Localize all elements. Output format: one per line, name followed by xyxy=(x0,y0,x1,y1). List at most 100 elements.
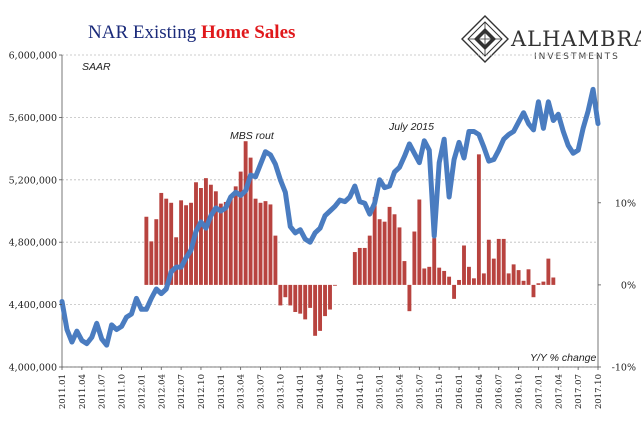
x-tick-label: 2014.01 xyxy=(296,374,306,409)
line-series xyxy=(59,86,601,348)
x-tick-label: 2013.07 xyxy=(257,374,267,409)
left-tick-label: 6,000,000 xyxy=(9,51,57,62)
bar xyxy=(531,284,536,298)
x-axis-ticks: 2011.01 2011.04 2011.07 2011.10 2012.01 2012.… xyxy=(58,367,604,409)
bar xyxy=(278,284,283,306)
x-tick-label: 2011.10 xyxy=(118,374,128,409)
bar xyxy=(164,198,169,285)
bar xyxy=(387,206,392,285)
x-tick-label: 2015.10 xyxy=(435,374,445,409)
x-tick-label: 2014.04 xyxy=(316,374,326,409)
bar xyxy=(362,247,367,285)
bar xyxy=(447,276,452,285)
bar xyxy=(149,241,154,285)
right-tick-label: 0% xyxy=(621,280,636,291)
bar xyxy=(238,171,243,285)
bar xyxy=(407,284,412,312)
bar xyxy=(427,266,432,285)
bar xyxy=(328,284,332,310)
bar xyxy=(174,237,179,285)
bar xyxy=(273,235,278,285)
bar xyxy=(551,277,556,285)
x-tick-label: 2015.07 xyxy=(415,374,425,409)
bar xyxy=(367,235,372,285)
bar xyxy=(467,266,471,285)
title-part-1: NAR Existing xyxy=(88,22,201,43)
bar xyxy=(184,205,189,285)
bar xyxy=(357,247,362,285)
bar xyxy=(402,261,407,285)
bar xyxy=(491,258,496,285)
bar xyxy=(293,284,298,312)
bar xyxy=(258,202,263,285)
bar xyxy=(218,203,223,285)
x-tick-label: 2013.10 xyxy=(276,374,286,409)
bar xyxy=(521,280,526,285)
x-tick-label: 2012.07 xyxy=(177,374,187,409)
bar xyxy=(496,238,501,285)
yy-change-label: Y/Y % change xyxy=(530,352,597,364)
brand-subtitle: INVESTMENTS xyxy=(534,52,620,62)
bar xyxy=(481,273,486,285)
x-tick-label: 2016.04 xyxy=(475,374,485,409)
bar xyxy=(372,197,377,285)
bar xyxy=(442,270,447,285)
bar xyxy=(154,219,159,285)
bar xyxy=(318,284,323,331)
bar xyxy=(432,238,437,285)
right-axis-ticks: -10% 0% 10% xyxy=(598,198,636,374)
bar xyxy=(526,269,531,285)
mbs-rout-annotation: MBS rout xyxy=(230,130,275,142)
x-tick-label: 2011.01 xyxy=(58,374,68,409)
bar xyxy=(228,198,233,285)
x-tick-label: 2013.01 xyxy=(217,374,227,409)
bar xyxy=(506,273,511,285)
bar xyxy=(169,202,174,285)
sales-line xyxy=(59,86,601,348)
bar xyxy=(223,201,228,285)
x-tick-label: 2017.04 xyxy=(554,374,564,409)
bar xyxy=(476,154,481,285)
x-tick-label: 2012.10 xyxy=(197,374,207,409)
bar xyxy=(283,284,288,298)
x-tick-label: 2011.04 xyxy=(78,374,88,409)
left-axis-ticks: 4,000,000 4,400,000 4,800,000 5,200,000 5,60… xyxy=(9,51,62,374)
x-tick-label: 2016.10 xyxy=(515,374,525,409)
brand-logo: ALHAMBRA INVESTMENTS xyxy=(461,15,641,63)
bar xyxy=(208,184,213,285)
bar xyxy=(333,284,337,286)
svg-text:NAR Existing Home Sales: NAR Existing Home Sales xyxy=(88,22,295,43)
x-tick-label: 2012.04 xyxy=(157,374,167,409)
bar xyxy=(303,284,308,320)
bar xyxy=(462,245,466,285)
brand-name: ALHAMBRA xyxy=(510,27,641,51)
bar xyxy=(511,264,516,285)
right-tick-label: 10% xyxy=(615,198,636,209)
x-tick-label: 2014.10 xyxy=(356,374,366,409)
bar xyxy=(179,200,184,285)
bar xyxy=(377,219,382,285)
x-tick-label: 2016.01 xyxy=(455,374,465,409)
bar xyxy=(471,278,476,285)
left-tick-label: 4,400,000 xyxy=(9,300,57,311)
title-part-2: Home Sales xyxy=(201,22,295,43)
x-tick-label: 2016.07 xyxy=(495,374,505,409)
bar xyxy=(541,281,546,285)
bar xyxy=(288,284,293,306)
left-tick-label: 4,800,000 xyxy=(9,238,57,249)
chart-title: NAR Existing Home Sales xyxy=(88,22,295,43)
bar-series xyxy=(144,141,556,336)
x-tick-label: 2017.10 xyxy=(594,374,604,409)
bar xyxy=(323,284,327,317)
bar xyxy=(546,258,551,285)
bar xyxy=(352,252,357,285)
bar xyxy=(199,188,203,285)
bar xyxy=(298,284,303,314)
bar xyxy=(516,270,521,285)
x-tick-label: 2013.04 xyxy=(237,374,247,409)
right-tick-label: -10% xyxy=(612,363,636,374)
bar xyxy=(159,192,164,285)
bar xyxy=(313,284,318,336)
bar xyxy=(248,157,253,285)
